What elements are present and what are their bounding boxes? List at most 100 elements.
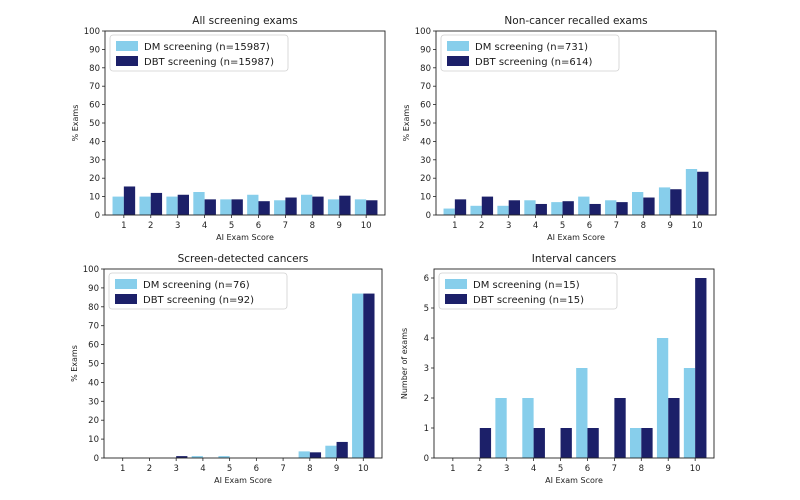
- x-tick-label: 5: [227, 464, 232, 474]
- bar-dm-score-8: [632, 192, 644, 215]
- y-tick-label: 90: [420, 45, 431, 55]
- y-tick-label: 30: [89, 156, 100, 166]
- y-tick-label: 20: [420, 174, 431, 184]
- bar-dm-score-3: [166, 196, 178, 215]
- bar-dbt-score-8: [643, 197, 655, 215]
- legend-label-dm: DM screening (n=731): [475, 42, 588, 53]
- legend: DM screening (n=15987) DBT screening (n=1…: [109, 34, 289, 72]
- y-tick-label: 60: [89, 101, 100, 111]
- x-tick-label: 2: [479, 221, 484, 231]
- legend-label-dbt: DBT screening (n=15987): [144, 57, 274, 68]
- x-tick-label: 6: [585, 464, 590, 474]
- bar-dm-score-4: [191, 456, 203, 458]
- x-axis-label: AI Exam Score: [214, 476, 272, 485]
- bar-dm-score-5: [551, 202, 563, 215]
- legend-label-dbt: DBT screening (n=15): [473, 295, 584, 306]
- bar-dm-score-10: [683, 368, 696, 458]
- chart-title: Interval cancers: [532, 253, 616, 265]
- x-tick-label: 3: [175, 221, 180, 231]
- x-axis-label: AI Exam Score: [216, 233, 274, 242]
- bar-dm-score-7: [605, 200, 617, 215]
- bar-dm-score-9: [327, 199, 340, 215]
- bar-dbt-score-5: [231, 199, 243, 215]
- bar-dm-score-1: [112, 196, 124, 215]
- y-tick-label: 60: [88, 341, 99, 351]
- y-tick-label: 0: [95, 211, 100, 221]
- bar-dm-score-10: [354, 199, 367, 215]
- legend-label-dm: DM screening (n=15): [473, 280, 580, 291]
- y-tick-label: 10: [88, 435, 99, 445]
- y-tick-label: 70: [88, 322, 99, 332]
- legend-swatch-dm: [115, 279, 137, 289]
- bar-dm-score-5: [218, 456, 230, 458]
- x-tick-label: 4: [531, 464, 536, 474]
- bar-dm-score-4: [524, 200, 536, 215]
- y-tick-label: 6: [424, 274, 429, 284]
- y-tick-label: 2: [424, 394, 429, 404]
- x-tick-label: 1: [121, 221, 126, 231]
- legend: DM screening (n=731) DBT screening (n=614…: [440, 34, 620, 72]
- y-tick-label: 40: [89, 137, 100, 147]
- bar-dbt-score-6: [587, 428, 599, 458]
- x-tick-label: 2: [147, 464, 152, 474]
- bar-dbt-score-4: [535, 203, 547, 215]
- y-tick-label: 10: [89, 193, 100, 203]
- legend-box: [440, 34, 620, 72]
- x-tick-label: 3: [504, 464, 509, 474]
- y-tick-label: 50: [88, 360, 99, 370]
- bar-dm-score-8: [630, 428, 642, 458]
- bar-dbt-score-9: [336, 441, 348, 458]
- x-tick-label: 2: [148, 221, 153, 231]
- y-tick-label: 80: [88, 303, 99, 313]
- bar-dbt-score-3: [508, 200, 520, 215]
- bar-dbt-score-9: [668, 398, 680, 458]
- legend-swatch-dm: [445, 279, 467, 289]
- bar-dm-score-10: [685, 169, 698, 215]
- y-tick-label: 70: [420, 82, 431, 92]
- x-tick-label: 6: [256, 221, 261, 231]
- y-tick-label: 90: [88, 284, 99, 294]
- y-tick-label: 20: [88, 416, 99, 426]
- y-tick-label: 90: [89, 45, 100, 55]
- bar-dbt-score-2: [150, 192, 163, 215]
- x-tick-label: 10: [690, 464, 701, 474]
- y-tick-label: 1: [424, 424, 429, 434]
- y-tick-label: 60: [420, 101, 431, 111]
- y-tick-label: 0: [424, 454, 429, 464]
- bar-dm-score-6: [578, 196, 590, 215]
- bar-dm-score-2: [139, 196, 151, 215]
- bar-dbt-score-9: [670, 189, 682, 215]
- legend: DM screening (n=15) DBT screening (n=15): [438, 272, 618, 310]
- chart-panel-3: Screen-detected cancers 0 10 20 30 40 50 60 70 80…: [70, 253, 383, 485]
- x-tick-label: 9: [666, 464, 671, 474]
- bar-dm-score-4: [522, 398, 534, 458]
- y-tick-label: 50: [420, 119, 431, 129]
- bar-dbt-score-7: [285, 197, 297, 215]
- x-tick-label: 7: [283, 221, 288, 231]
- x-tick-label: 7: [614, 221, 619, 231]
- y-tick-label: 0: [426, 211, 431, 221]
- bar-dbt-score-7: [616, 202, 628, 215]
- y-tick-label: 3: [424, 364, 429, 374]
- y-axis-label: % Exams: [70, 345, 79, 382]
- bar-dbt-score-2: [479, 428, 492, 458]
- x-tick-label: 4: [200, 464, 205, 474]
- bar-dm-score-4: [193, 192, 205, 215]
- bar-dbt-score-2: [481, 196, 494, 215]
- y-axis-label: Number of exams: [400, 328, 409, 399]
- y-tick-label: 100: [415, 27, 431, 37]
- x-tick-label: 9: [337, 221, 342, 231]
- x-tick-label: 9: [334, 464, 339, 474]
- chart-title: Screen-detected cancers: [178, 253, 309, 265]
- y-tick-label: 80: [420, 64, 431, 74]
- bar-dm-score-9: [325, 445, 337, 458]
- bar-dm-score-8: [301, 194, 313, 215]
- x-tick-label: 8: [310, 221, 315, 231]
- x-tick-label: 3: [173, 464, 178, 474]
- legend-label-dm: DM screening (n=15987): [144, 42, 270, 53]
- x-tick-label: 4: [202, 221, 207, 231]
- bar-dm-score-3: [495, 398, 507, 458]
- y-tick-label: 40: [88, 378, 99, 388]
- y-tick-label: 20: [89, 174, 100, 184]
- x-tick-label: 6: [587, 221, 592, 231]
